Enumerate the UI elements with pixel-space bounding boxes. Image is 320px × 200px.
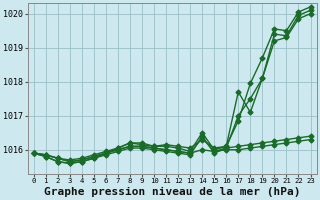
X-axis label: Graphe pression niveau de la mer (hPa): Graphe pression niveau de la mer (hPa) xyxy=(44,186,300,197)
